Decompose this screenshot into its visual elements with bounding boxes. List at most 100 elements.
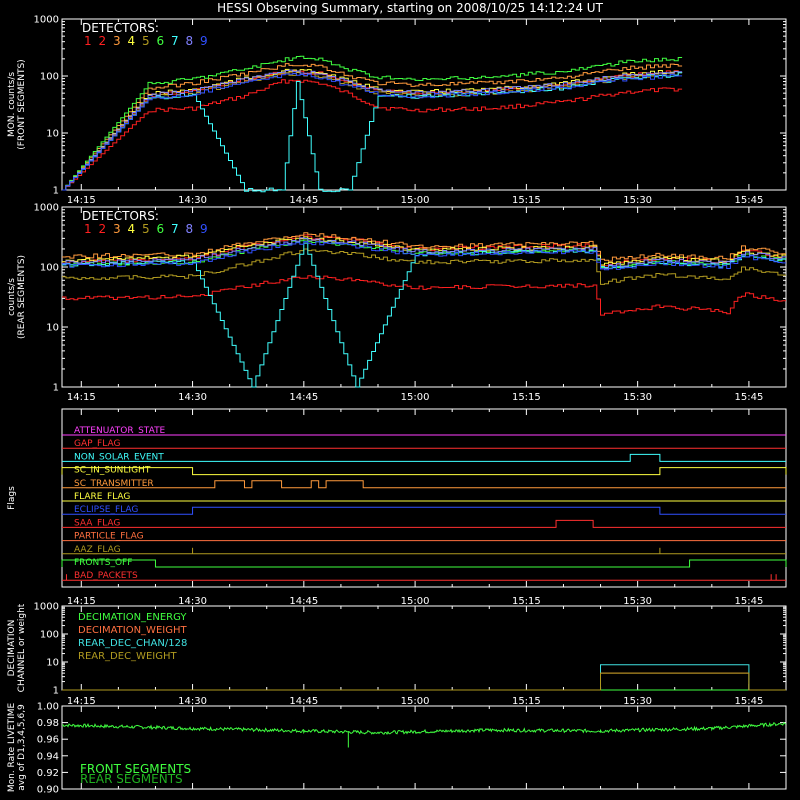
legend-entry: 7 (171, 222, 179, 236)
flag-line (61, 559, 787, 568)
front-segments-panel: 14:15 14:30 14:45 15:00 15:15 15:30 15:45 MON. … (7, 15, 787, 206)
y-tick-label: 100 (40, 72, 59, 83)
detector-8-line (62, 237, 786, 270)
plot-frame (61, 18, 787, 191)
y-tick-label: 10 (46, 129, 59, 140)
livetime-legend-entry: FRONT SEGMENTS (80, 762, 191, 776)
x-tick-label: 14:30 (178, 392, 207, 403)
flag-label: FRONTS_OFF (74, 558, 132, 568)
y-axis-label: (REAR SEGMENTS) (17, 255, 27, 339)
x-tick-label: 15:15 (512, 392, 541, 403)
decimation-line (62, 672, 786, 691)
flag-label: GAP_FLAG (74, 439, 120, 449)
y-tick-label: 0.98 (37, 718, 59, 729)
legend-entry: 6 (157, 222, 165, 236)
detector-1-line (62, 79, 683, 191)
flag-label: SAA_FLAG (74, 518, 120, 528)
y-tick-label: 0.92 (37, 768, 59, 779)
x-tick-label: 14:30 (178, 195, 207, 206)
legend-entry: 7 (171, 34, 179, 48)
x-tick-label: 15:30 (623, 596, 652, 607)
y-tick-label: 1 (53, 186, 59, 197)
decimation-panel: 14:15 14:30 14:45 15:00 15:15 15:30 15:45 DECIM… (7, 602, 787, 707)
y-axis-label: Flags (7, 486, 17, 510)
plot-frame (61, 408, 787, 588)
y-axis-label: avg of D1,3,4,5,6,9 (17, 704, 27, 791)
flag-label: PARTICLE_FLAG (74, 532, 144, 542)
flag-label: ATTENUATOR_STATE (74, 426, 166, 436)
x-tick-label: 14:45 (289, 392, 318, 403)
y-tick-label: 0.96 (37, 735, 59, 746)
y-tick-label: 0.90 (37, 785, 59, 796)
legend-entry: 8 (186, 34, 194, 48)
flag-line (62, 480, 786, 489)
legend-entry: 5 (142, 34, 150, 48)
y-tick-label: 1 (53, 686, 59, 697)
detector-7-line (62, 72, 683, 193)
legend-entry: 3 (113, 222, 121, 236)
x-tick-label: 15:30 (623, 696, 652, 707)
livetime-line (61, 721, 787, 736)
y-axis-label: counts/s (7, 278, 17, 316)
flag-label: SC_IN_SUNLIGHT (74, 466, 151, 476)
y-tick-label: 1 (53, 383, 59, 394)
y-tick-label: 100 (40, 263, 59, 274)
x-tick-label: 15:15 (512, 195, 541, 206)
livetime-panel: Mon. Rate LIVETIME avg of D1,3,4,5,6,9 0.9… (7, 702, 787, 796)
x-tick-label: 14:15 (67, 696, 96, 707)
y-tick-label: 1000 (34, 602, 59, 613)
detector-8-line (62, 69, 683, 191)
y-tick-label: 1000 (34, 15, 59, 26)
legend-entry: 6 (157, 34, 165, 48)
flag-label: ECLIPSE_FLAG (74, 505, 138, 515)
detector-1-line (62, 275, 786, 316)
y-tick-label: 10 (46, 658, 59, 669)
x-tick-label: 14:45 (289, 696, 318, 707)
x-tick-label: 14:45 (289, 195, 318, 206)
decimation-legend-entry: REAR_DEC_CHAN/128 (78, 638, 187, 649)
rear-segments-panel: 14:15 14:30 14:45 15:00 15:15 15:30 15:45 count… (7, 203, 787, 403)
y-tick-label: 0.94 (37, 751, 59, 762)
legend-entry: 1 (84, 222, 92, 236)
x-tick-label: 15:45 (734, 696, 763, 707)
x-tick-label: 15:15 (512, 596, 541, 607)
legend-entry: 5 (142, 222, 150, 236)
legend-entry: 1 (84, 34, 92, 48)
legend-entry: 2 (99, 34, 107, 48)
flag-line (62, 506, 786, 515)
x-tick-label: 15:00 (401, 392, 430, 403)
y-axis-label: MON. counts/s (7, 72, 17, 137)
x-tick-label: 14:15 (67, 596, 96, 607)
flag-label: NON_SOLAR_EVENT (74, 452, 164, 462)
detector-9-line (62, 241, 786, 271)
x-tick-label: 15:45 (734, 392, 763, 403)
y-axis-label: DECIMATION (7, 620, 17, 677)
y-tick-label: 1000 (34, 203, 59, 214)
y-tick-label: 1.00 (37, 702, 59, 713)
legend-title: DETECTORS: (82, 209, 159, 223)
flag-line (61, 467, 787, 476)
flags-panel: 14:15 14:30 14:45 15:00 15:15 15:30 15:45 Flags… (7, 408, 787, 607)
x-tick-label: 15:00 (401, 696, 430, 707)
x-tick-label: 14:45 (289, 596, 318, 607)
flag-label: AAZ_FLAG (74, 545, 121, 555)
flag-label: BAD_PACKETS (74, 571, 138, 581)
plot-frame (61, 705, 787, 790)
figure-title: HESSI Observing Summary, starting on 200… (217, 1, 603, 15)
y-axis-label: Mon. Rate LIVETIME (7, 703, 17, 793)
legend-entry: 8 (186, 222, 194, 236)
flag-label: SC_TRANSMITTER (74, 479, 154, 489)
legend-title: DETECTORS: (82, 21, 159, 35)
x-tick-label: 14:15 (67, 195, 96, 206)
detector-9-line (62, 73, 683, 191)
decimation-legend-entry: REAR_DEC_WEIGHT (78, 651, 177, 662)
livetime-legend-entry: REAR SEGMENTS (80, 772, 183, 786)
x-tick-label: 14:30 (178, 596, 207, 607)
detector-6-line (62, 55, 683, 191)
y-axis-label: (FRONT SEGMENTS) (17, 59, 27, 149)
y-axis-label: CHANNEL or weight (17, 603, 27, 692)
x-tick-label: 15:45 (734, 596, 763, 607)
legend-entry: 2 (99, 222, 107, 236)
flag-label: FLARE_FLAG (74, 492, 130, 502)
